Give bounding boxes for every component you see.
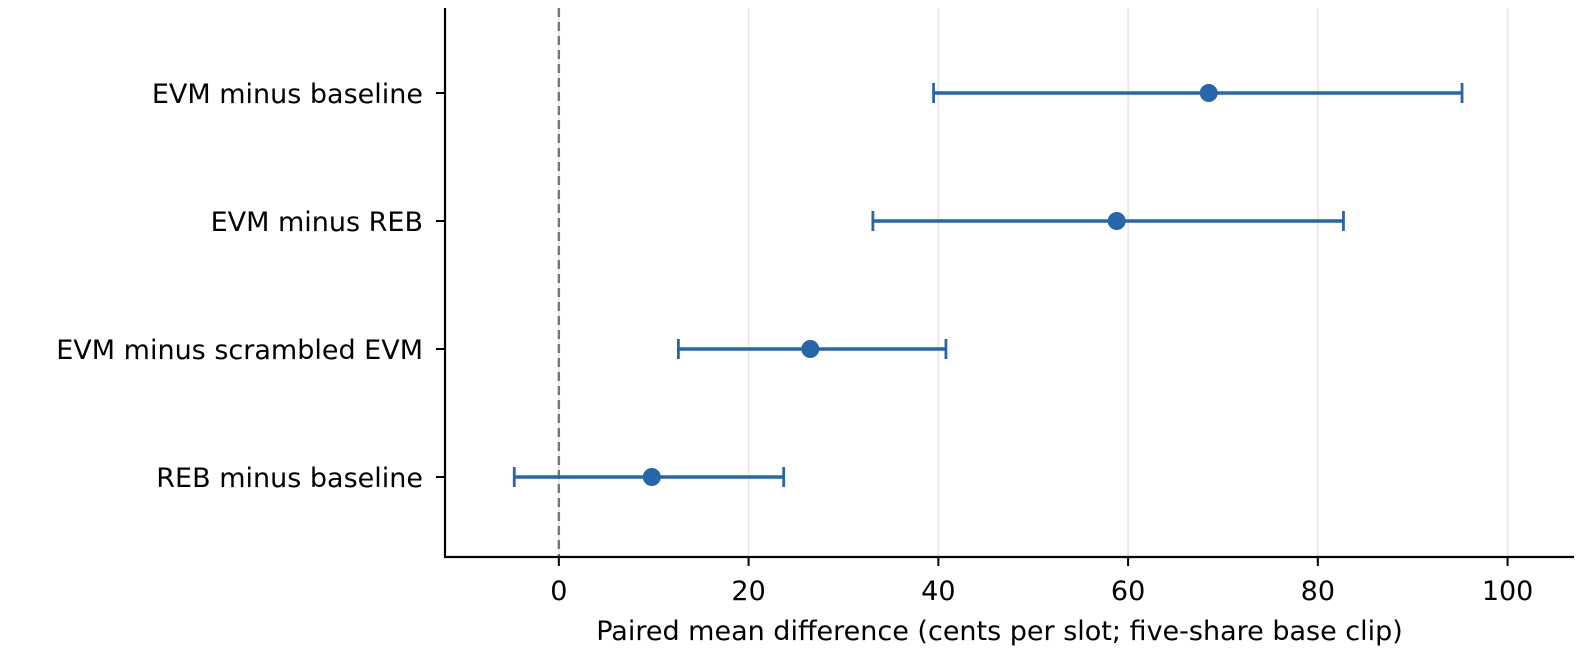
x-tick-label: 60 [1111, 576, 1145, 607]
y-tick-label: EVM minus baseline [152, 79, 423, 110]
x-tick-label: 0 [550, 576, 567, 607]
y-tick-label: EVM minus scrambled EVM [56, 335, 423, 366]
x-tick-label: 80 [1301, 576, 1335, 607]
error-bar [512, 467, 786, 487]
axes: 0 20 40 60 80 100 EVM minus baseline EVM minus … [56, 8, 1574, 607]
error-bar [676, 339, 948, 359]
error-bar [871, 211, 1345, 231]
x-tick-label: 40 [921, 576, 955, 607]
x-axis-label: Paired mean difference (cents per slot; … [596, 616, 1403, 647]
point-estimate [1107, 212, 1126, 230]
x-tick-label: 20 [731, 576, 765, 607]
y-tick-label: EVM minus REB [211, 207, 423, 238]
point-estimate [801, 340, 820, 358]
error-bars [512, 83, 1464, 487]
y-tick-label: REB minus baseline [156, 463, 423, 494]
point-estimate [1199, 84, 1218, 102]
error-bar [932, 83, 1464, 103]
grid-lines [558, 8, 1509, 557]
x-tick-label: 100 [1482, 576, 1534, 607]
point-estimate [642, 468, 661, 486]
